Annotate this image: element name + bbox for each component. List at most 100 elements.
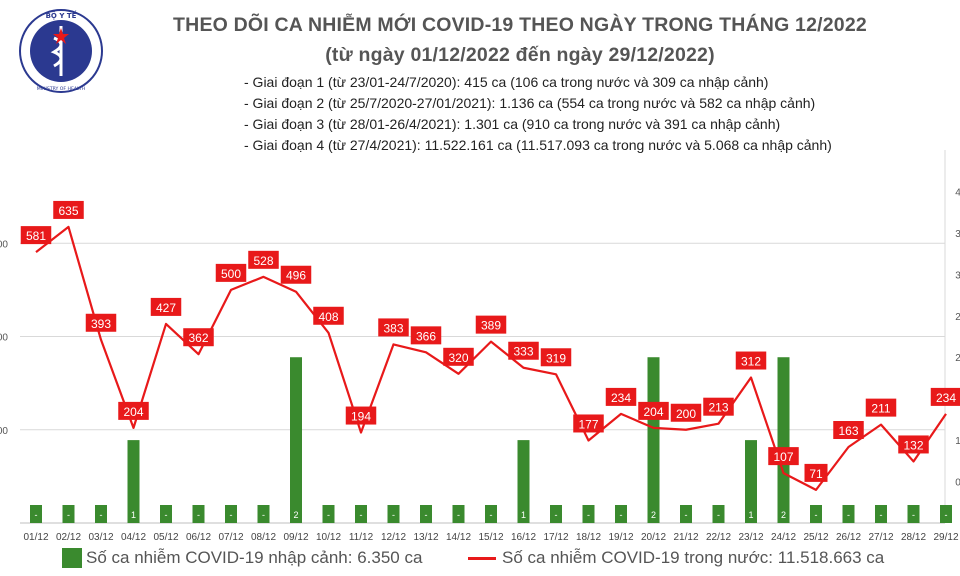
bar-label: -	[587, 510, 590, 520]
bar	[62, 505, 75, 523]
data-label-box	[475, 315, 507, 334]
bar-label: -	[880, 510, 883, 520]
data-label-box	[540, 348, 572, 367]
right-tick-label: 2	[955, 312, 960, 323]
left-tick-label: 00	[0, 239, 8, 250]
data-label: 362	[188, 331, 208, 345]
right-tick-label: 3	[955, 270, 960, 281]
data-label-box	[865, 398, 897, 417]
bar	[95, 505, 107, 523]
right-tick-label: 1	[955, 436, 960, 447]
data-label-box	[345, 406, 377, 425]
bar-label: -	[815, 510, 818, 520]
chart-subtitle: (từ ngày 01/12/2022 đến ngày 29/12/2022)	[325, 44, 715, 66]
bar-label: -	[685, 510, 688, 520]
bar	[940, 505, 952, 523]
data-label: 393	[91, 317, 111, 331]
chart-area: 00 00 00 4 3 3 2 211 0 - - - 1 - - - - 2 - - - - - - 1 - - - 2 - - 1 2 - -…	[0, 150, 960, 543]
bar	[582, 505, 595, 523]
data-label-box	[605, 387, 637, 406]
data-label: 528	[253, 254, 273, 268]
data-label: 213	[708, 401, 728, 415]
ministry-of-health-logo: BỘ Y TẾ MINISTRY OF HEALTH	[19, 9, 103, 93]
bar	[387, 505, 400, 523]
bar	[680, 505, 692, 523]
data-label-box	[150, 297, 182, 316]
x-tick-label: 16/12	[511, 532, 536, 543]
data-label: 163	[838, 424, 858, 438]
data-label: 177	[578, 417, 598, 431]
bar-label: -	[100, 510, 103, 520]
data-label-box	[313, 306, 344, 325]
x-tick-label: 09/12	[283, 532, 308, 543]
data-label: 200	[676, 407, 696, 421]
data-label: 194	[351, 410, 371, 424]
bar-label: -	[620, 510, 623, 520]
data-label-box	[930, 387, 960, 406]
legend-line: Số ca nhiễm COVID-19 trong nước: 11.518.…	[468, 548, 884, 568]
x-tick-label: 23/12	[738, 532, 763, 543]
data-label: 211	[871, 402, 890, 416]
data-label: 383	[383, 321, 403, 335]
x-tick-label: 04/12	[121, 532, 146, 543]
bar	[517, 440, 530, 523]
data-label: 408	[318, 310, 338, 324]
data-label: 204	[123, 405, 143, 419]
stage-item: - Giai đoạn 2 (từ 25/7/2020-27/01/2021):…	[244, 95, 816, 111]
x-tick-label: 03/12	[88, 532, 113, 543]
data-label: 234	[611, 391, 631, 405]
data-label-box	[833, 421, 864, 440]
x-tick-label: 12/12	[381, 532, 406, 543]
bar-label: -	[197, 510, 200, 520]
bar	[485, 505, 497, 523]
legend-bars-label: Số ca nhiễm COVID-19 nhập cảnh: 6.350 ca	[86, 548, 423, 567]
data-label: 581	[26, 229, 46, 243]
stage-summary-list: - Giai đoạn 1 (từ 23/01-24/7/2020): 415 …	[244, 72, 832, 156]
data-label-box	[378, 318, 409, 337]
bar	[322, 505, 335, 523]
x-tick-label: 19/12	[608, 532, 633, 543]
x-tick-label: 15/12	[478, 532, 503, 543]
bar-label: -	[457, 510, 460, 520]
data-label-box	[804, 463, 828, 482]
data-label: 496	[286, 269, 306, 283]
data-label: 389	[481, 319, 501, 333]
data-label-box	[280, 265, 312, 284]
x-tick-label: 29/12	[933, 532, 958, 543]
x-tick-label: 18/12	[576, 532, 601, 543]
bar	[452, 505, 465, 523]
logo-top-text: BỘ Y TẾ	[46, 10, 77, 20]
x-tick-label: 13/12	[413, 532, 438, 543]
data-label: 312	[741, 355, 761, 369]
x-tick-label: 02/12	[56, 532, 81, 543]
data-label: 635	[58, 204, 78, 218]
legend-line-swatch	[468, 556, 496, 560]
x-tick-label: 14/12	[446, 532, 471, 543]
bar	[225, 505, 237, 523]
x-tick-label: 21/12	[673, 532, 698, 543]
data-label-box	[53, 200, 84, 219]
bar-label: -	[425, 510, 428, 520]
legend-bars: Số ca nhiễm COVID-19 nhập cảnh: 6.350 ca	[62, 548, 422, 568]
bar	[907, 505, 920, 523]
data-label: 333	[513, 345, 533, 359]
data-label: 234	[936, 391, 956, 405]
data-label-box	[703, 397, 734, 416]
stage-item: - Giai đoạn 4 (từ 27/4/2021): 11.522.161…	[244, 137, 832, 153]
data-label: 320	[448, 351, 468, 365]
data-label-box	[183, 328, 214, 347]
bar-label: 1	[521, 510, 526, 520]
bar-label: -	[327, 510, 330, 520]
data-label: 500	[221, 267, 241, 281]
data-label-box	[898, 435, 929, 454]
x-tick-label: 22/12	[706, 532, 731, 543]
bar	[30, 505, 42, 523]
bar	[257, 505, 270, 523]
x-tick-label: 24/12	[771, 532, 796, 543]
legend-line-label: Số ca nhiễm COVID-19 trong nước: 11.518.…	[502, 548, 885, 567]
data-label: 132	[903, 438, 923, 452]
data-label: 107	[773, 450, 793, 464]
x-tick-label: 28/12	[901, 532, 926, 543]
bar	[842, 505, 855, 523]
bar-label: -	[392, 510, 395, 520]
